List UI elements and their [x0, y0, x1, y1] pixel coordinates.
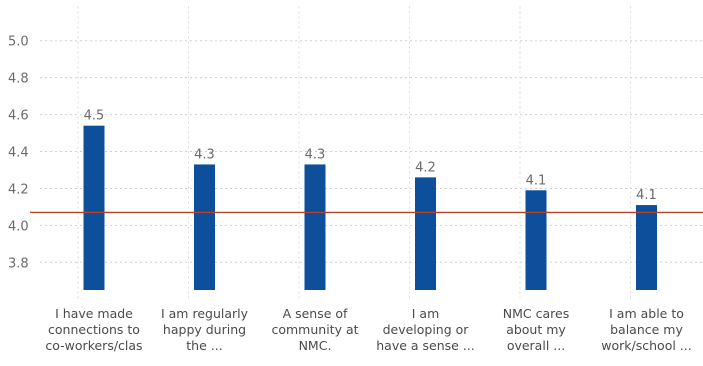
bars	[83, 125, 657, 291]
x-tick-label: developing or	[383, 322, 470, 337]
x-tick-label: have a sense ...	[376, 338, 475, 353]
data-label: 4.1	[526, 173, 547, 188]
x-tick-label: connections to	[48, 322, 140, 337]
bar	[636, 205, 657, 290]
x-tick-label: the ...	[186, 338, 222, 353]
bar	[525, 190, 547, 290]
x-tick-label: work/school ...	[601, 338, 691, 353]
x-tick-label: overall ...	[507, 338, 565, 353]
bar	[415, 177, 436, 290]
x-tick-label: I am regularly	[161, 306, 249, 321]
x-tick-label: community at	[271, 322, 358, 337]
grid-lines	[40, 6, 703, 300]
bar	[194, 164, 215, 290]
bar	[83, 125, 105, 291]
x-tick-label: I am	[412, 306, 440, 321]
y-tick-label: 4.6	[8, 109, 29, 124]
data-label: 4.3	[305, 147, 326, 162]
y-tick-label: 4.8	[8, 72, 29, 87]
y-tick-label: 3.8	[8, 256, 29, 271]
x-tick-label: NMC cares	[503, 306, 569, 321]
x-tick-label: A sense of	[283, 306, 348, 321]
y-tick-label: 4.4	[8, 146, 29, 161]
data-labels: 4.5 4.3 4.3 4.2 4.1 4.1	[84, 109, 657, 203]
x-tick-label: happy during	[163, 322, 246, 337]
y-tick-label: 4.2	[8, 182, 29, 197]
data-label: 4.1	[636, 188, 657, 203]
y-tick-label: 5.0	[8, 35, 29, 50]
x-tick-label: NMC.	[299, 338, 332, 353]
x-tick-label: co-workers/clas	[45, 338, 142, 353]
y-axis-tick-labels: 5.0 4.8 4.6 4.4 4.2 4.0 3.8	[8, 35, 29, 272]
bar	[304, 164, 326, 290]
x-tick-label: about my	[506, 322, 566, 337]
data-label: 4.2	[415, 160, 436, 175]
x-tick-label: balance my	[610, 322, 683, 337]
data-label: 4.5	[84, 109, 105, 124]
y-tick-label: 4.0	[8, 219, 29, 234]
data-label: 4.3	[194, 147, 215, 162]
x-tick-label: I am able to	[609, 306, 684, 321]
x-tick-label: I have made	[55, 306, 133, 321]
